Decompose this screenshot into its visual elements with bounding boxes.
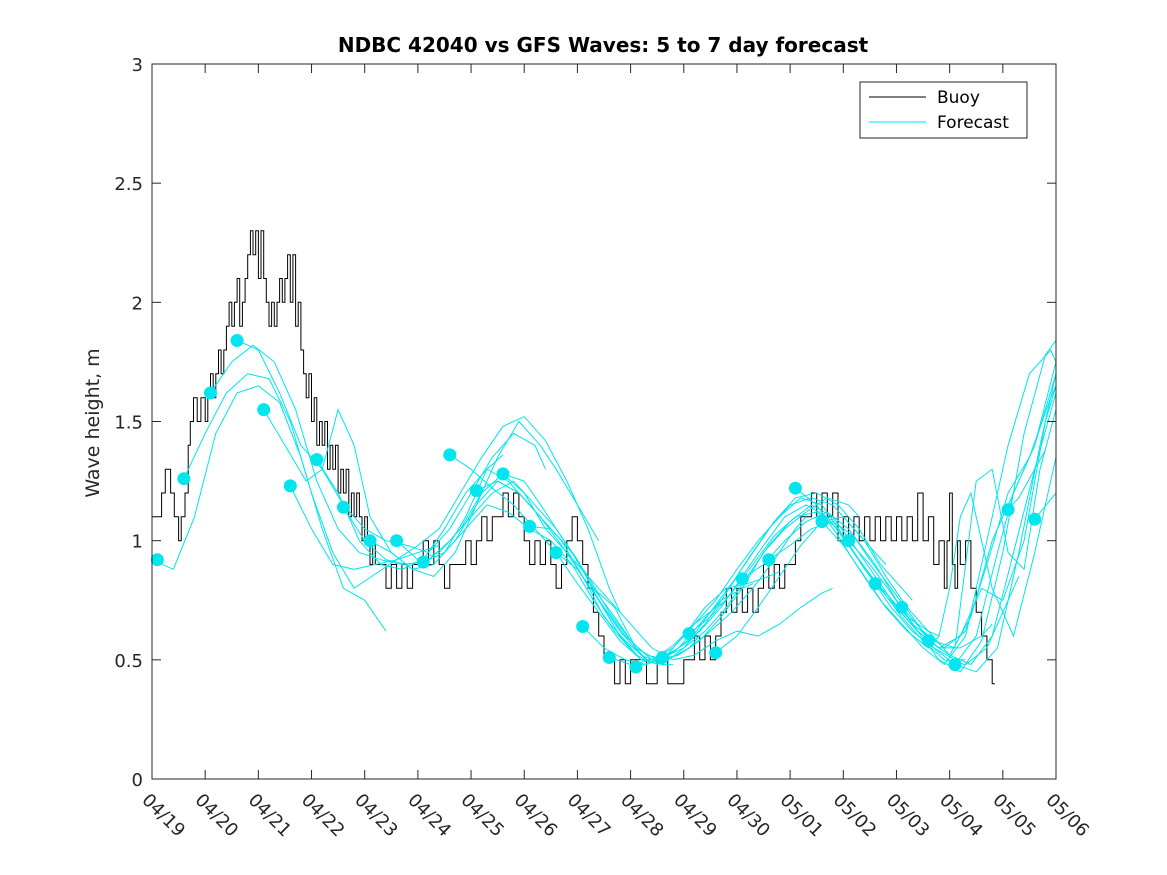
forecast-marker bbox=[283, 479, 297, 493]
forecast-series-line bbox=[555, 497, 887, 666]
forecast-marker bbox=[895, 600, 909, 614]
forecast-marker bbox=[416, 555, 430, 569]
y-tick-label: 0.5 bbox=[114, 651, 143, 672]
forecast-marker bbox=[336, 500, 350, 514]
y-axis-label: Wave height, m bbox=[82, 348, 104, 497]
forecast-series-line bbox=[342, 480, 674, 666]
legend-forecast-label: Forecast bbox=[937, 113, 1009, 133]
forecast-series-line bbox=[1007, 392, 1057, 511]
forecast-series-line bbox=[210, 344, 504, 566]
forecast-marker bbox=[842, 534, 856, 548]
y-tick-label: 2.5 bbox=[114, 174, 143, 195]
forecast-series-line bbox=[529, 497, 860, 661]
y-tick-label: 1 bbox=[132, 532, 143, 553]
forecast-series-line bbox=[502, 473, 833, 661]
forecast-series-line bbox=[449, 454, 780, 661]
forecast-marker bbox=[549, 546, 563, 560]
forecast-series-line bbox=[289, 416, 621, 613]
forecast-marker bbox=[709, 646, 723, 660]
legend: Buoy Forecast bbox=[859, 81, 1028, 139]
forecast-series-line bbox=[874, 385, 1057, 649]
buoy-layer bbox=[152, 230, 995, 685]
forecast-series-line bbox=[609, 497, 940, 666]
y-axis: 0 0.5 1 1.5 2 2.5 3 bbox=[114, 55, 1056, 791]
forecast-marker bbox=[1001, 503, 1015, 517]
forecast-marker bbox=[310, 453, 324, 467]
forecast-layer bbox=[151, 340, 1057, 673]
forecast-marker bbox=[682, 627, 696, 641]
forecast-marker bbox=[762, 553, 776, 567]
forecast-marker bbox=[443, 448, 457, 462]
forecast-series-line bbox=[316, 459, 647, 661]
forecast-marker bbox=[230, 334, 244, 347]
forecast-marker bbox=[1028, 512, 1042, 526]
forecast-marker bbox=[523, 519, 537, 533]
buoy-series-line bbox=[152, 230, 995, 685]
y-tick-label: 0 bbox=[132, 770, 143, 791]
forecast-marker bbox=[469, 484, 483, 498]
forecast-marker bbox=[815, 515, 829, 529]
y-tick-label: 2 bbox=[132, 293, 143, 314]
forecast-series-line bbox=[954, 361, 1057, 665]
forecast-marker bbox=[363, 534, 377, 548]
forecast-series-line bbox=[263, 408, 600, 577]
marker-layer bbox=[150, 334, 1042, 674]
forecast-marker bbox=[177, 472, 191, 486]
plot-area bbox=[150, 230, 1057, 685]
forecast-marker bbox=[921, 634, 935, 648]
forecast-series-line bbox=[151, 385, 387, 632]
forecast-marker bbox=[735, 572, 749, 586]
legend-box bbox=[859, 81, 1028, 139]
forecast-marker bbox=[576, 620, 590, 633]
legend-buoy-label: Buoy bbox=[937, 88, 980, 108]
chart-title: NDBC 42040 vs GFS Waves: 5 to 7 day fore… bbox=[338, 33, 869, 57]
forecast-marker bbox=[150, 553, 164, 567]
y-tick-label: 1.5 bbox=[114, 413, 143, 434]
forecast-series-line bbox=[848, 409, 1057, 649]
forecast-marker bbox=[948, 658, 962, 672]
forecast-marker bbox=[602, 651, 616, 664]
forecast-marker bbox=[390, 534, 404, 548]
forecast-marker bbox=[868, 577, 882, 591]
forecast-marker bbox=[656, 651, 669, 664]
forecast-marker bbox=[257, 403, 271, 417]
forecast-series-line bbox=[821, 457, 1057, 649]
forecast-series-line bbox=[795, 349, 1057, 666]
forecast-marker bbox=[788, 481, 802, 495]
y-tick-label: 3 bbox=[132, 55, 143, 76]
forecast-series-line bbox=[422, 504, 754, 666]
forecast-marker bbox=[204, 386, 217, 400]
forecast-series-line bbox=[715, 449, 1046, 666]
forecast-marker bbox=[629, 660, 643, 674]
forecast-marker bbox=[496, 467, 510, 481]
